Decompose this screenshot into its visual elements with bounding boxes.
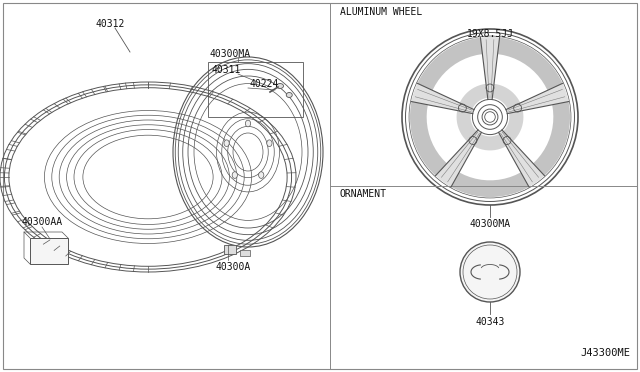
Polygon shape xyxy=(506,83,568,113)
Polygon shape xyxy=(481,37,500,100)
Bar xyxy=(30,238,68,264)
Circle shape xyxy=(486,84,494,92)
Polygon shape xyxy=(503,110,524,141)
Circle shape xyxy=(469,137,477,144)
Bar xyxy=(240,250,250,256)
Text: 40300A: 40300A xyxy=(216,262,252,272)
Circle shape xyxy=(503,137,511,144)
Ellipse shape xyxy=(276,83,284,89)
Text: 40300AA: 40300AA xyxy=(22,217,63,227)
Polygon shape xyxy=(410,102,447,176)
Text: 40224: 40224 xyxy=(250,79,280,89)
Polygon shape xyxy=(533,102,570,176)
Circle shape xyxy=(514,104,522,112)
Polygon shape xyxy=(499,130,545,187)
Circle shape xyxy=(460,242,520,302)
Text: 40312: 40312 xyxy=(95,19,124,29)
Text: ALUMINUM WHEEL: ALUMINUM WHEEL xyxy=(340,7,422,17)
Polygon shape xyxy=(497,38,563,90)
Text: 40300MA: 40300MA xyxy=(210,49,251,59)
Ellipse shape xyxy=(267,140,272,147)
Text: 40300MA: 40300MA xyxy=(469,219,511,229)
Ellipse shape xyxy=(245,120,251,127)
Ellipse shape xyxy=(224,140,229,147)
Circle shape xyxy=(458,104,467,112)
Ellipse shape xyxy=(259,172,264,179)
Bar xyxy=(224,245,236,254)
Bar xyxy=(208,62,303,117)
Ellipse shape xyxy=(286,93,292,97)
Text: 19X8.5JJ: 19X8.5JJ xyxy=(467,29,513,39)
Polygon shape xyxy=(460,84,488,109)
Polygon shape xyxy=(435,130,481,187)
Polygon shape xyxy=(417,38,483,90)
Text: J43300ME: J43300ME xyxy=(580,348,630,358)
Text: 40343: 40343 xyxy=(476,317,505,327)
Text: 40311: 40311 xyxy=(212,65,241,75)
Text: ORNAMENT: ORNAMENT xyxy=(340,189,387,199)
Polygon shape xyxy=(474,134,506,150)
Ellipse shape xyxy=(232,172,237,179)
Polygon shape xyxy=(456,110,477,141)
Polygon shape xyxy=(412,83,474,113)
Polygon shape xyxy=(451,172,529,197)
Circle shape xyxy=(484,112,495,122)
Polygon shape xyxy=(492,84,520,109)
